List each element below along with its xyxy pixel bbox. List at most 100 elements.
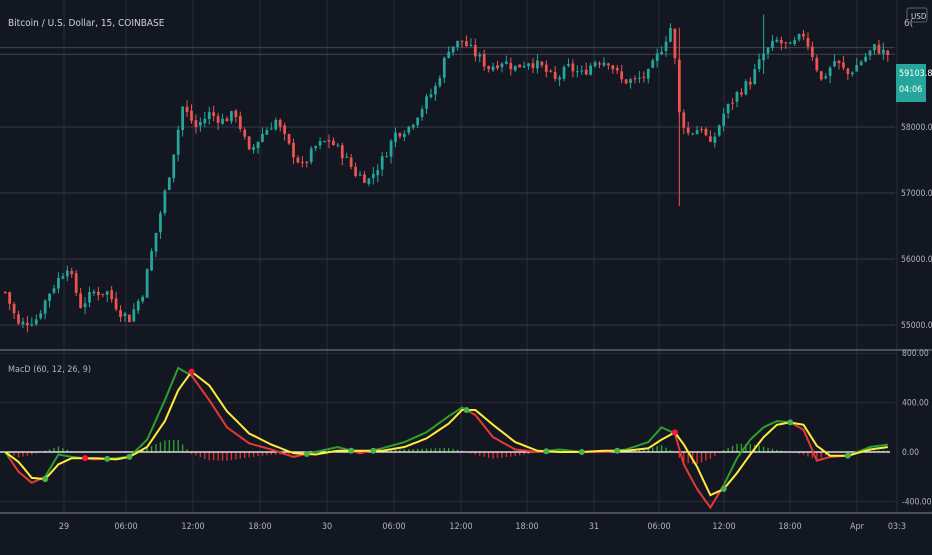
candle-body[interactable]: [123, 313, 127, 317]
candle-body[interactable]: [469, 44, 473, 46]
candle-body[interactable]: [669, 28, 672, 42]
candle-body[interactable]: [562, 67, 566, 79]
candle-body[interactable]: [740, 92, 743, 95]
candle-body[interactable]: [203, 118, 207, 124]
candle-body[interactable]: [332, 140, 335, 146]
candle-body[interactable]: [207, 112, 211, 120]
candle-body[interactable]: [886, 50, 890, 55]
candle-body[interactable]: [598, 63, 601, 65]
candle-body[interactable]: [256, 141, 260, 149]
candle-body[interactable]: [292, 142, 295, 158]
candle-body[interactable]: [815, 57, 819, 71]
candle-body[interactable]: [629, 79, 632, 83]
candle-body[interactable]: [39, 313, 43, 319]
candle-body[interactable]: [12, 303, 16, 314]
candle-body[interactable]: [141, 296, 145, 302]
candle-body[interactable]: [363, 174, 366, 183]
candle-body[interactable]: [438, 78, 442, 87]
candle-body[interactable]: [615, 68, 619, 71]
candle-body[interactable]: [602, 62, 606, 66]
candle-body[interactable]: [531, 63, 535, 69]
candle-body[interactable]: [744, 81, 748, 95]
candle-body[interactable]: [216, 116, 220, 123]
candle-body[interactable]: [190, 110, 193, 121]
candle-body[interactable]: [717, 125, 721, 136]
candle-body[interactable]: [686, 127, 690, 133]
candle-body[interactable]: [194, 120, 198, 127]
candle-body[interactable]: [793, 40, 797, 44]
candle-body[interactable]: [265, 130, 269, 135]
candle-body[interactable]: [540, 61, 544, 66]
candle-body[interactable]: [221, 118, 224, 124]
candle-body[interactable]: [536, 60, 539, 69]
candle-body[interactable]: [74, 273, 78, 293]
candle-body[interactable]: [584, 69, 588, 75]
candle-body[interactable]: [611, 65, 615, 70]
candle-body[interactable]: [784, 42, 788, 44]
candle-body[interactable]: [269, 128, 273, 130]
candle-body[interactable]: [159, 213, 162, 233]
candle-body[interactable]: [451, 46, 455, 53]
candle-body[interactable]: [460, 40, 464, 42]
candle-body[interactable]: [283, 125, 286, 134]
candle-body[interactable]: [323, 141, 326, 143]
candle-body[interactable]: [788, 42, 792, 44]
candle-body[interactable]: [176, 129, 180, 155]
candle-body[interactable]: [824, 76, 828, 79]
candle-body[interactable]: [771, 40, 774, 48]
candle-body[interactable]: [358, 174, 362, 176]
candle-body[interactable]: [571, 63, 575, 72]
candle-body[interactable]: [558, 77, 561, 80]
candle-body[interactable]: [713, 136, 717, 143]
candle-body[interactable]: [673, 29, 677, 59]
candle-body[interactable]: [553, 71, 557, 79]
candle-body[interactable]: [478, 54, 482, 57]
candle-body[interactable]: [416, 117, 420, 126]
candle-body[interactable]: [833, 61, 836, 67]
candle-body[interactable]: [642, 76, 646, 78]
candle-body[interactable]: [238, 115, 242, 129]
candle-body[interactable]: [163, 190, 167, 213]
candle-body[interactable]: [589, 65, 593, 75]
candle-body[interactable]: [287, 134, 291, 144]
candle-body[interactable]: [230, 111, 233, 122]
candle-body[interactable]: [402, 133, 406, 138]
currency-button[interactable]: [906, 7, 928, 23]
candle-body[interactable]: [624, 79, 628, 84]
candle-body[interactable]: [128, 314, 131, 323]
candle-body[interactable]: [544, 64, 548, 72]
candle-body[interactable]: [549, 70, 553, 72]
candle-body[interactable]: [819, 71, 823, 80]
candle-body[interactable]: [394, 132, 397, 142]
candle-body[interactable]: [349, 157, 353, 167]
candle-body[interactable]: [21, 321, 25, 325]
candle-body[interactable]: [411, 124, 415, 128]
candle-body[interactable]: [70, 270, 74, 275]
candle-body[interactable]: [695, 130, 699, 135]
candle-body[interactable]: [407, 126, 411, 133]
candle-body[interactable]: [110, 290, 114, 300]
candle-body[interactable]: [633, 78, 637, 80]
candle-body[interactable]: [691, 133, 695, 135]
candle-body[interactable]: [150, 251, 153, 271]
candle-body[interactable]: [868, 50, 872, 56]
candle-body[interactable]: [198, 122, 202, 126]
candle-body[interactable]: [345, 156, 349, 158]
candle-body[interactable]: [114, 298, 118, 310]
candle-body[interactable]: [500, 63, 504, 68]
candle-body[interactable]: [278, 119, 282, 127]
candle-body[interactable]: [779, 39, 783, 44]
time-axis[interactable]: 29 06:00 12:00 18:00 30 06:00 12:00 18:00 31 06:0…: [59, 522, 906, 532]
candle-body[interactable]: [873, 44, 876, 51]
candle-body[interactable]: [274, 119, 278, 130]
candle-body[interactable]: [429, 94, 433, 98]
candle-body[interactable]: [92, 291, 96, 294]
candle-body[interactable]: [491, 66, 495, 71]
candle-body[interactable]: [651, 60, 655, 68]
candle-body[interactable]: [234, 110, 238, 118]
candle-body[interactable]: [252, 146, 255, 150]
candle-body[interactable]: [88, 292, 91, 303]
candle-body[interactable]: [811, 46, 814, 57]
candle-body[interactable]: [496, 65, 499, 69]
